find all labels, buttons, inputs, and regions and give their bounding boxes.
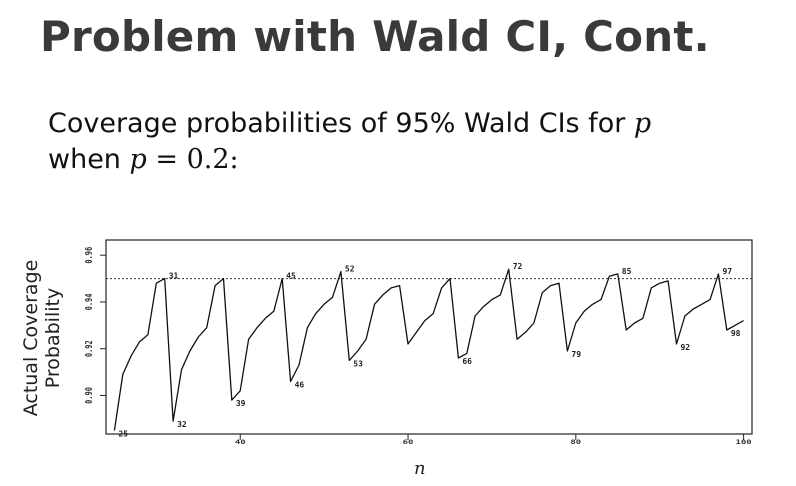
point-annotation: 52 — [345, 265, 355, 274]
body-line-1: Coverage probabilities of 95% Wald CIs f… — [48, 106, 651, 142]
x-tick-label: 40 — [235, 439, 246, 446]
body-line-2-equation: = 0.2: — [146, 144, 239, 175]
point-annotation: 39 — [236, 399, 246, 408]
point-annotation: 25 — [118, 429, 128, 438]
point-annotation: 72 — [513, 262, 523, 271]
body-line-1-text: Coverage probabilities of 95% Wald CIs f… — [48, 108, 634, 139]
point-annotation: 32 — [177, 420, 187, 429]
plot-frame — [105, 239, 753, 435]
slide-body: Coverage probabilities of 95% Wald CIs f… — [48, 106, 651, 178]
x-tick-label: 60 — [403, 439, 414, 446]
x-tick-label: 80 — [570, 439, 581, 446]
y-axis-label: Actual Coverage Probability — [20, 259, 64, 417]
y-tick-label: 0.90 — [84, 387, 96, 404]
variable-p: p — [129, 144, 147, 175]
point-annotation: 46 — [295, 380, 305, 389]
point-annotation: 97 — [722, 267, 732, 276]
point-annotation: 45 — [286, 272, 296, 281]
variable-p: p — [633, 108, 652, 139]
y-tick-label: 0.96 — [84, 247, 96, 264]
point-annotation: 31 — [169, 272, 179, 281]
x-axis-label: n — [414, 458, 426, 479]
point-annotation: 79 — [571, 350, 581, 359]
coverage-series-line — [113, 268, 744, 431]
point-annotation: 92 — [680, 343, 690, 352]
slide-title: Problem with Wald CI, Cont. — [40, 12, 710, 61]
plot-layer: 40 60 80 100 0.90 0.92 0.94 0.96 25 31 32 39 45 46 52 5… — [84, 239, 753, 446]
point-annotation: 98 — [731, 329, 741, 338]
point-annotation: 66 — [462, 357, 472, 366]
y-tick-label: 0.92 — [84, 340, 96, 357]
point-annotation: 85 — [622, 267, 632, 276]
body-line-2: when p = 0.2: — [48, 142, 651, 178]
y-tick-label: 0.94 — [84, 294, 96, 311]
body-line-2-prefix: when — [48, 144, 130, 175]
point-annotation: 53 — [353, 359, 363, 368]
x-tick-label: 100 — [735, 439, 752, 446]
